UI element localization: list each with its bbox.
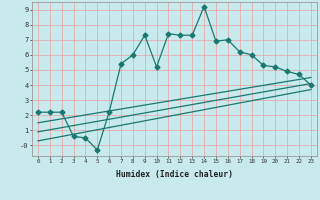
- X-axis label: Humidex (Indice chaleur): Humidex (Indice chaleur): [116, 170, 233, 179]
